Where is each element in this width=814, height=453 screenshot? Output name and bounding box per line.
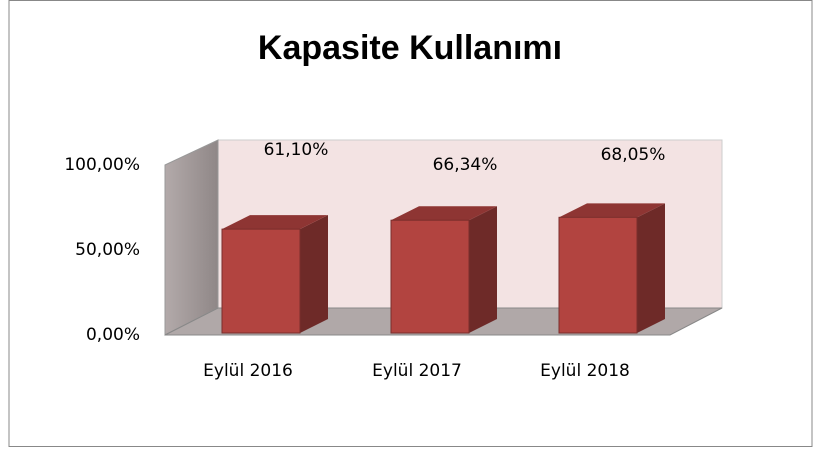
bar-side (300, 215, 328, 333)
bar-front (221, 228, 301, 334)
chart-title: Kapasite Kullanımı (258, 29, 562, 67)
x-tick-label: Eylül 2018 (540, 361, 630, 381)
x-tick-label: Eylül 2016 (203, 361, 293, 381)
y-tick-label: 100,00% (64, 155, 140, 175)
bar-top (559, 203, 665, 218)
side-wall (164, 139, 219, 336)
bar-top (391, 206, 497, 221)
bar (558, 203, 665, 334)
bar-front (390, 219, 470, 334)
bar-side (637, 203, 665, 333)
x-tick-label: Eylül 2017 (372, 361, 462, 381)
data-label: 61,10% (264, 140, 329, 160)
bar-front (558, 216, 638, 334)
bar-side (469, 206, 497, 333)
data-label: 68,05% (601, 145, 666, 165)
y-tick-label: 0,00% (86, 325, 140, 345)
y-tick-label: 50,00% (75, 240, 140, 260)
bar-top (222, 215, 328, 230)
data-label: 66,34% (433, 155, 498, 175)
bar (221, 215, 328, 334)
bar (390, 206, 497, 334)
